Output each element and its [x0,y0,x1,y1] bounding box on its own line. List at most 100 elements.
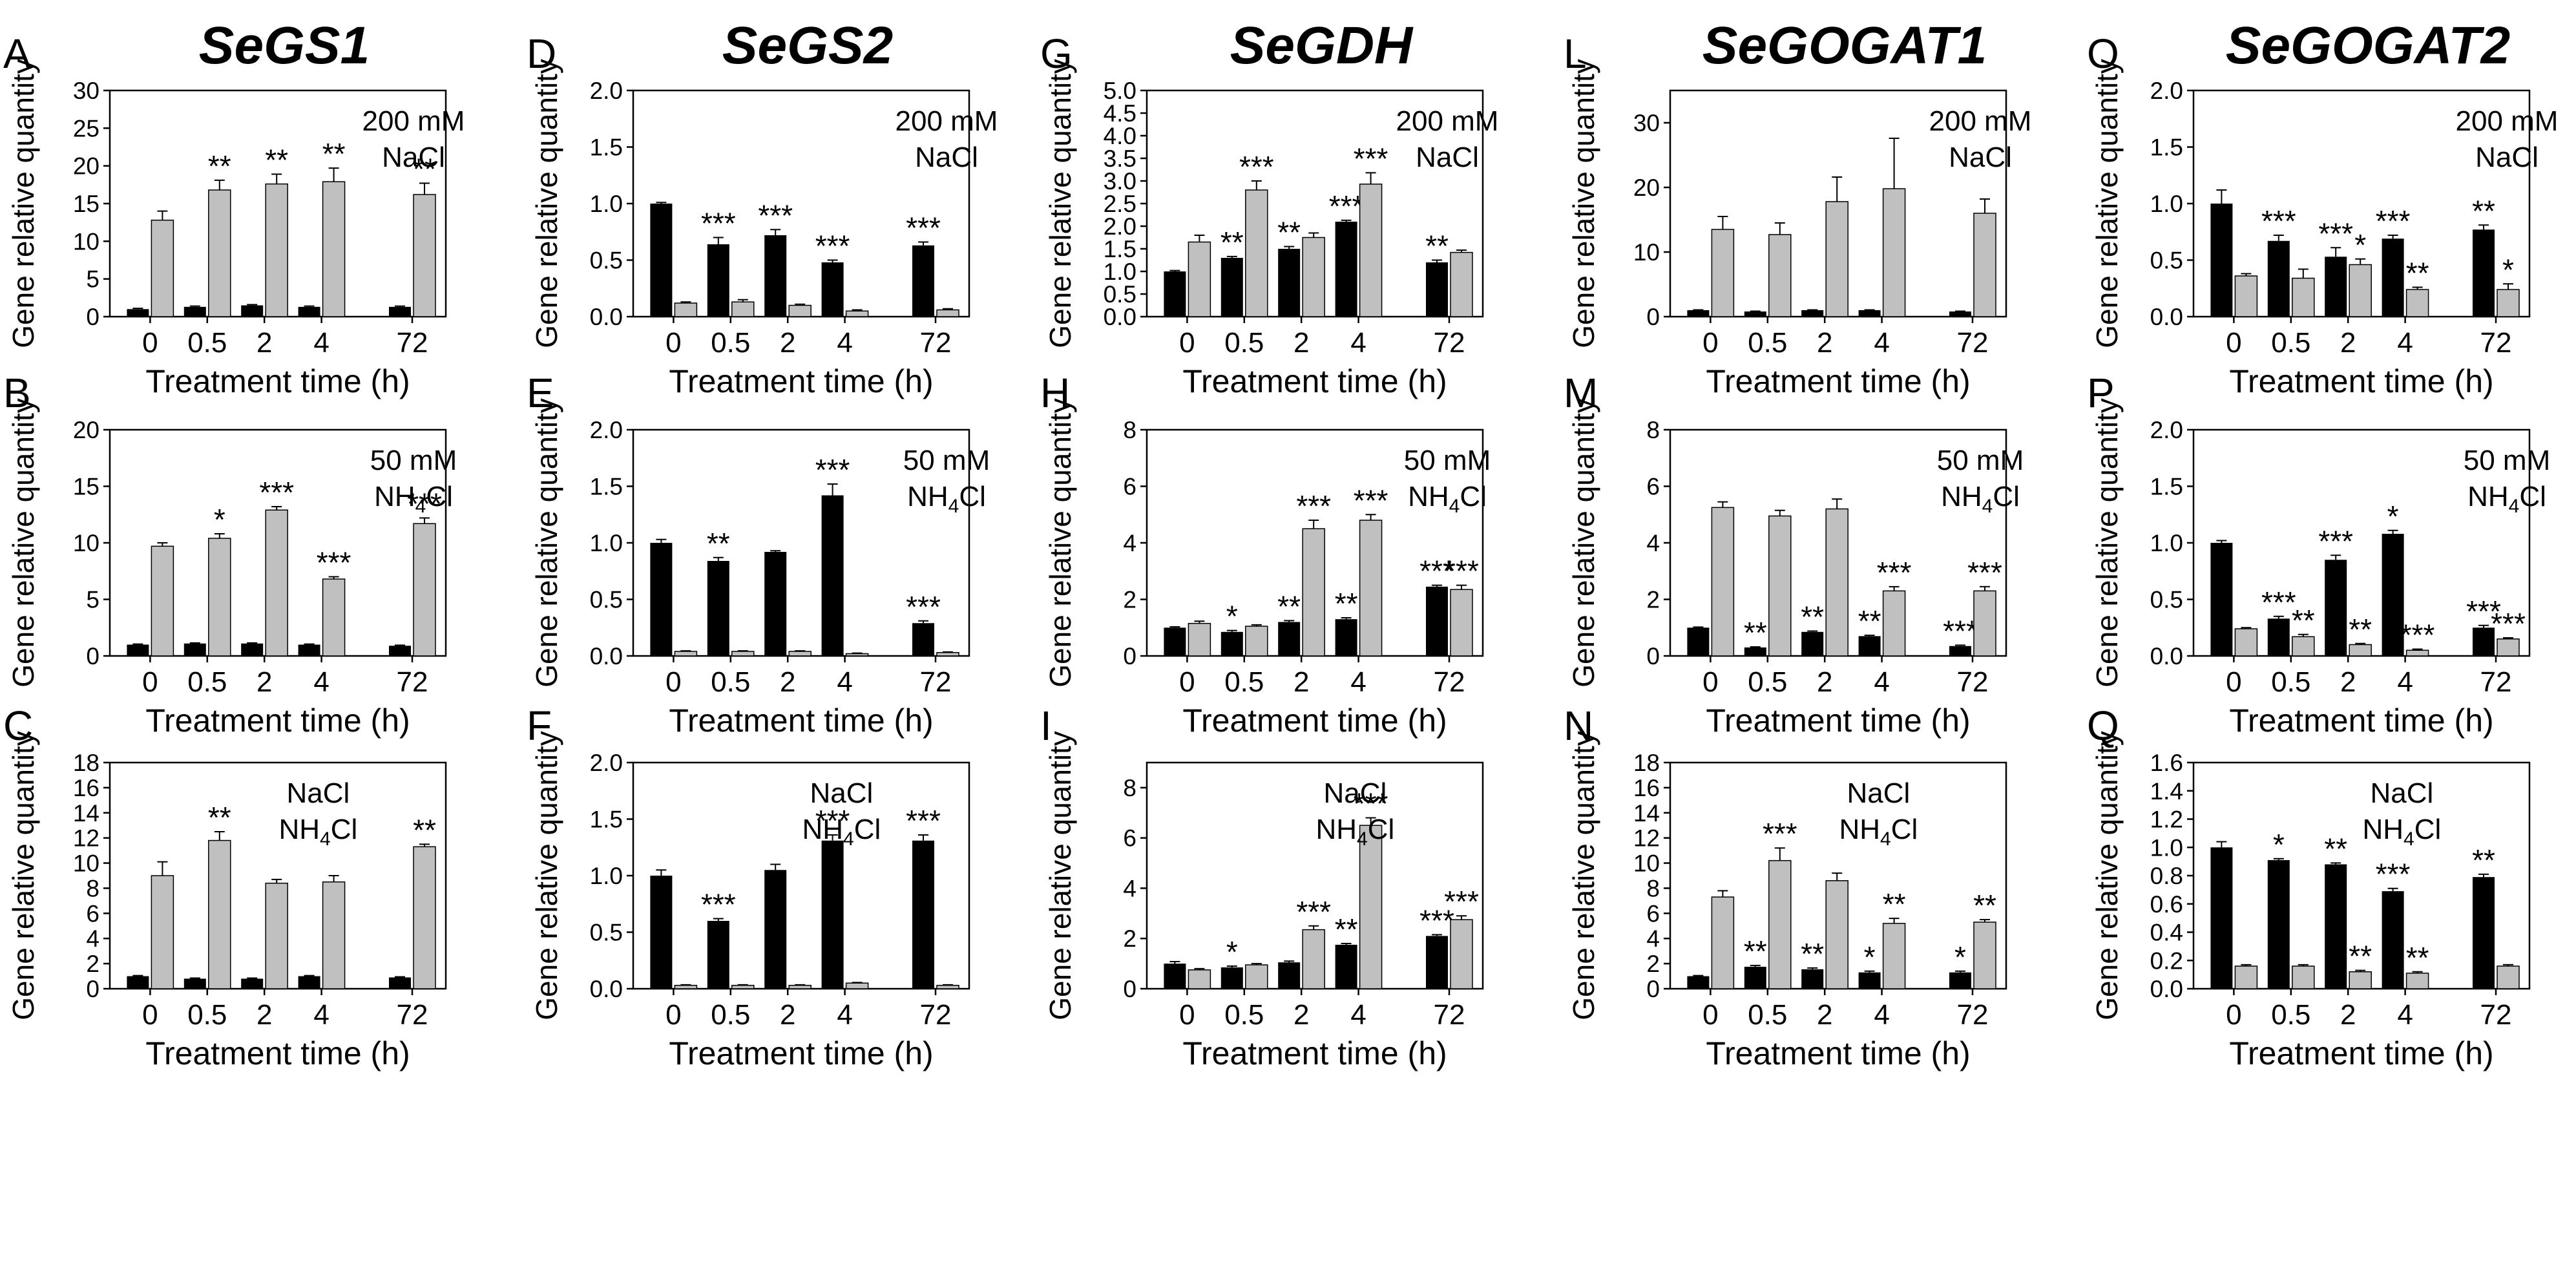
panel-i-bar-treated [1188,969,1211,989]
panel-g-xtick-label: 72 [1434,327,1465,359]
panel-l-ylabel: Gene relative quantity [1567,59,1600,348]
panel-a-bar-treated [151,219,174,317]
panel-c-sig-mark: ** [413,813,436,847]
panel-g-condition-line-2: NaCl [1416,142,1479,173]
panel-h-ytick-label: 8 [1123,417,1136,443]
panel-h-bar-treated [1450,589,1473,657]
panel-g-bar-treated [1188,241,1211,317]
panel-d-bar-control [707,244,729,317]
panel-q-bar-control [2382,891,2404,989]
panel-p-xtick-label: 2 [2340,666,2356,698]
panel-c-bar-control [389,977,411,989]
panel-a-xtick-label: 2 [257,327,272,359]
panel-q-bar-treated [2234,965,2258,989]
panel-a-letter: A [3,30,31,77]
panel-l-bar-treated [1973,213,1996,317]
panel-p-xlabel: Treatment time (h) [2229,702,2493,739]
panel-m-sig-mark: *** [1877,556,1912,589]
panel-n-bar-control [1801,969,1824,989]
panel-c-xtick-label: 2 [257,999,272,1031]
panel-l-ytick-label: 30 [1633,110,1660,136]
panel-q-condition-line-1: NaCl [2371,777,2434,809]
panel-m-bar-treated [1973,590,1996,657]
panel-i-xtick-label: 0.5 [1224,999,1264,1031]
panel-p-xtick-label: 0.5 [2271,666,2310,698]
panel-d-sig-mark: *** [701,207,736,240]
panel-l-xtick-label: 72 [1957,327,1989,359]
panel-o-condition-line-1: 200 mM [2456,105,2559,137]
panel-c-ytick-label: 16 [73,775,99,801]
panel-i-ylabel: Gene relative quantity [1043,731,1077,1020]
panel-p-bar-control [2210,543,2233,656]
panel-a-sig-mark: ** [208,149,231,183]
panel-i-bar-treated [1245,964,1268,989]
panel-g-sig-mark: ** [1425,229,1449,263]
panel-o-xtick-label: 2 [2340,327,2356,359]
panel-d-bar-control [821,262,844,317]
panel-h-sig-mark: *** [1419,554,1454,588]
panel-i-bar-control [1220,967,1243,989]
panel-f-xtick-label: 0.5 [711,999,750,1031]
panel-c-letter: C [3,702,33,749]
panel-a-bar-control [389,306,411,317]
panel-f-condition-line-1: NaCl [810,777,874,809]
panel-d-bar-treated [674,302,698,317]
panel-p-bar-treated [2349,644,2372,657]
panel-m-bar-control [1687,627,1710,656]
panel-h-bar-treated [1245,626,1268,657]
panel-q-ytick-label: 0.0 [2150,976,2183,1002]
panel-q-bar-control [2325,864,2347,989]
panel-i-sig-mark: ** [1335,912,1358,946]
panel-g-xtick-label: 4 [1350,327,1366,359]
panel-e-xlabel: Treatment time (h) [669,702,933,739]
panel-p-xtick-label: 72 [2480,666,2512,698]
gene-title-segdh: SeGDH [1230,16,1414,75]
panel-h-sig-mark: *** [1354,483,1388,517]
panel-h-bar-treated [1188,622,1211,657]
panel-c-condition-line-1: NaCl [287,777,350,809]
panel-m-bar-control [1858,636,1881,656]
panel-n-bar-control [1858,972,1881,989]
panel-l-ytick-label: 10 [1633,239,1660,266]
panel-f-letter: F [527,702,552,749]
panel-l-xlabel: Treatment time (h) [1706,363,1970,399]
panel-m-ytick-label: 6 [1646,474,1660,500]
panel-i-sig-mark: * [1226,935,1238,969]
panel-h-sig-mark: *** [1296,489,1331,523]
panel-h-sig-mark: *** [1444,554,1479,588]
panel-f-xlabel: Treatment time (h) [669,1035,933,1071]
panel-c-xtick-label: 4 [313,999,329,1031]
panel-a-xtick-label: 4 [313,327,329,359]
panel-f-ylabel: Gene relative quantity [530,731,563,1020]
panel-n-ylabel: Gene relative quantity [1567,731,1600,1020]
panel-h-xtick-label: 0 [1179,666,1195,698]
panel-m-sig-mark: ** [1801,600,1824,634]
panel-i-xtick-label: 0 [1179,999,1195,1031]
panel-o-letter: O [2087,30,2119,77]
panel-l-bar-control [1858,310,1881,317]
panel-p-sig-mark: *** [2261,585,2296,619]
panel-o-xtick-label: 4 [2397,327,2413,359]
panel-p-ytick-label: 0.5 [2150,587,2183,613]
panel-g-xlabel: Treatment time (h) [1182,363,1447,399]
panel-c-ytick-label: 2 [86,951,99,977]
panel-h-xtick-label: 72 [1434,666,1465,698]
panel-a-xtick-label: 0.5 [187,327,227,359]
panel-g-sig-mark: ** [1220,226,1244,259]
panel-o-sig-mark: *** [2376,204,2411,238]
panel-l-bar-control [1801,310,1824,317]
panel-i-ytick-label: 8 [1123,775,1136,801]
panel-q-bar-treated [2405,973,2429,989]
panel-i-xlabel: Treatment time (h) [1182,1035,1447,1071]
panel-o-sig-mark: * [2354,228,2366,262]
panel-c-bar-control [127,976,149,989]
panel-g-bar-treated [1245,189,1268,317]
panel-p-condition-line-2: NH4Cl [2467,481,2546,517]
panel-c-ytick-label: 10 [73,850,99,877]
panel-o-ytick-label: 2.0 [2150,78,2183,104]
panel-f-bar-treated [788,985,812,989]
panel-o-bar-control [2267,240,2290,317]
panel-a-condition-line-1: 200 mM [362,105,465,137]
panel-l-xtick-label: 0.5 [1748,327,1787,359]
panel-p-sig-mark: ** [2349,613,2372,646]
